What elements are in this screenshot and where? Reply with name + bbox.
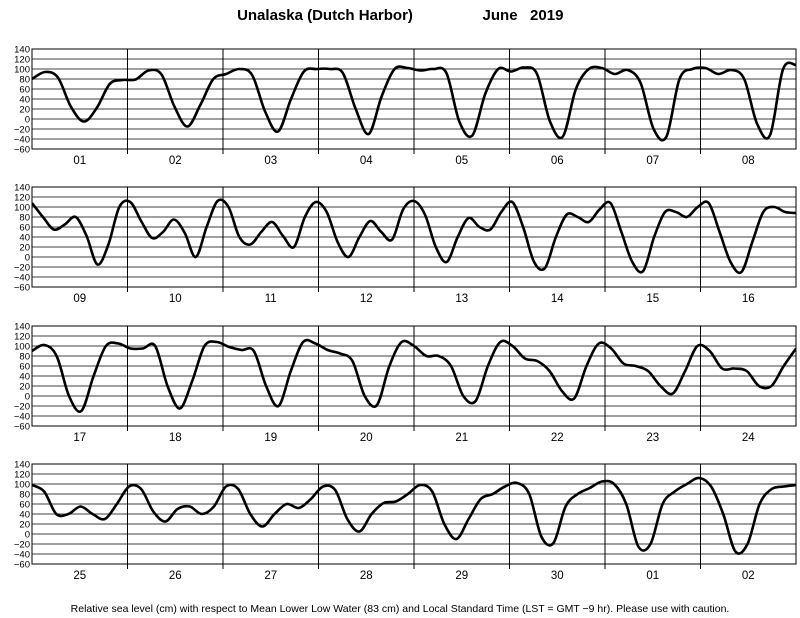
- y-tick-label: 40: [19, 371, 30, 382]
- y-tick-label: −60: [14, 421, 30, 432]
- chart-title-location: Unalaska (Dutch Harbor): [237, 7, 413, 24]
- y-tick-label: −20: [14, 401, 30, 412]
- y-tick-label: 100: [14, 479, 30, 490]
- y-tick-label: 80: [19, 489, 30, 500]
- y-tick-label: 20: [19, 242, 30, 253]
- day-label: 23: [646, 432, 659, 444]
- day-label: 30: [551, 570, 564, 582]
- day-label: 14: [551, 293, 564, 305]
- y-tick-label: 80: [19, 351, 30, 362]
- sea-level-line: [32, 338, 796, 413]
- y-tick-label: −60: [14, 559, 30, 570]
- sea-level-line: [32, 61, 796, 142]
- y-tick-label: −20: [14, 539, 30, 550]
- day-label: 17: [73, 432, 86, 444]
- y-tick-label: 0: [25, 114, 30, 125]
- y-tick-label: 60: [19, 84, 30, 95]
- day-label: 19: [264, 432, 277, 444]
- day-label: 11: [265, 293, 277, 305]
- y-tick-label: 0: [25, 252, 30, 263]
- day-label: 18: [169, 432, 182, 444]
- y-tick-label: 140: [14, 321, 30, 332]
- y-tick-label: 100: [14, 202, 30, 213]
- y-tick-label: −20: [14, 124, 30, 135]
- chart-title-period: June 2019: [483, 7, 564, 24]
- y-tick-label: −60: [14, 282, 30, 293]
- y-tick-label: −20: [14, 262, 30, 273]
- day-label: 24: [742, 432, 755, 444]
- y-tick-label: 140: [14, 44, 30, 55]
- day-label: 04: [360, 155, 373, 167]
- y-tick-label: 0: [25, 391, 30, 402]
- y-tick-label: 80: [19, 74, 30, 85]
- day-label: 21: [455, 432, 468, 444]
- y-tick-label: 120: [14, 331, 30, 342]
- day-label: 05: [455, 155, 468, 167]
- day-label: 22: [551, 432, 564, 444]
- y-tick-label: 80: [19, 212, 30, 223]
- day-label: 02: [742, 570, 755, 582]
- panel-frame: [31, 463, 797, 565]
- panel-frame: [31, 325, 797, 427]
- y-tick-label: 40: [19, 232, 30, 243]
- y-tick-label: 0: [25, 529, 30, 540]
- y-tick-label: 60: [19, 222, 30, 233]
- y-tick-label: 100: [14, 64, 30, 75]
- y-tick-label: −40: [14, 549, 30, 560]
- chart-footnote: Relative sea level (cm) with respect to …: [71, 603, 730, 615]
- day-label: 09: [73, 293, 86, 305]
- day-label: 02: [169, 155, 182, 167]
- y-tick-label: 120: [14, 469, 30, 480]
- day-label: 12: [360, 293, 373, 305]
- day-label: 29: [455, 570, 468, 582]
- y-tick-label: 140: [14, 182, 30, 193]
- panel-frame: [31, 48, 797, 150]
- panel-frame: [31, 186, 797, 288]
- y-tick-label: −40: [14, 134, 30, 145]
- y-tick-label: 40: [19, 94, 30, 105]
- y-tick-label: 60: [19, 499, 30, 510]
- day-label: 15: [646, 293, 659, 305]
- y-tick-label: −40: [14, 411, 30, 422]
- y-tick-label: 140: [14, 459, 30, 470]
- day-label: 16: [742, 293, 755, 305]
- day-label: 27: [264, 570, 277, 582]
- sea-level-line: [32, 476, 796, 555]
- y-tick-label: 40: [19, 509, 30, 520]
- y-tick-label: 120: [14, 54, 30, 65]
- day-label: 28: [360, 570, 373, 582]
- day-label: 01: [73, 155, 86, 167]
- day-label: 08: [742, 155, 755, 167]
- day-label: 06: [551, 155, 564, 167]
- day-label: 26: [169, 570, 182, 582]
- y-tick-label: 120: [14, 192, 30, 203]
- y-tick-label: 20: [19, 104, 30, 115]
- y-tick-label: 20: [19, 381, 30, 392]
- y-tick-label: −60: [14, 144, 30, 155]
- day-label: 13: [455, 293, 468, 305]
- day-label: 03: [264, 155, 277, 167]
- day-label: 20: [360, 432, 373, 444]
- day-label: 25: [73, 570, 86, 582]
- y-tick-label: 100: [14, 341, 30, 352]
- day-label: 10: [169, 293, 182, 305]
- y-tick-label: 20: [19, 519, 30, 530]
- y-tick-label: 60: [19, 361, 30, 372]
- y-tick-label: −40: [14, 272, 30, 283]
- day-label: 01: [646, 570, 659, 582]
- sea-level-line: [32, 198, 796, 275]
- day-label: 07: [646, 155, 659, 167]
